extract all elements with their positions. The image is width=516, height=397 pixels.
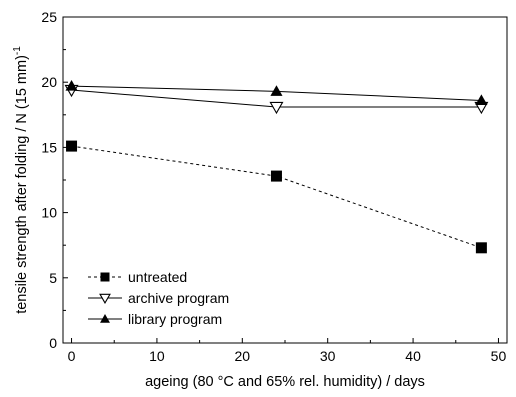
axis-ticks [63,16,499,344]
y-axis-label-text: tensile strength after folding / N (15 m… [14,55,30,314]
data-point [475,94,488,105]
legend: untreated archive program library program [88,269,229,327]
legend-marker [99,293,111,305]
x-tick-label: 30 [320,348,336,364]
data-point [270,85,283,96]
data-point [270,170,282,182]
x-tick-label: 20 [235,348,251,364]
legend-marker [100,314,110,323]
y-tick-label: 5 [49,270,57,286]
axis-tick-labels: 0 10 20 30 40 50 0 5 10 15 20 25 [41,9,506,364]
data-point [475,242,487,254]
x-axis-label: ageing (80 °C and 65% rel. humidity) / d… [145,374,425,390]
data-point [66,140,78,152]
x-tick-label: 50 [491,348,507,364]
legend-marker [100,272,110,282]
x-tick-label: 40 [405,348,421,364]
y-tick-label: 15 [41,139,57,155]
y-axis-label: tensile strength after folding / N (15 m… [12,46,30,314]
legend-label: library program [128,311,222,327]
legend-label: untreated [128,269,187,285]
y-tick-label: 10 [41,205,57,221]
y-axis-label-superscript: -1 [12,46,23,55]
y-tick-label: 20 [41,74,57,90]
x-tick-label: 0 [68,348,76,364]
y-tick-label: 25 [41,9,57,25]
data-markers [64,80,489,254]
data-point [269,101,284,115]
legend-label: archive program [128,290,229,306]
series-line [71,145,482,249]
x-tick-label: 10 [149,348,165,364]
y-tick-label: 0 [49,335,57,351]
data-point [65,80,78,91]
